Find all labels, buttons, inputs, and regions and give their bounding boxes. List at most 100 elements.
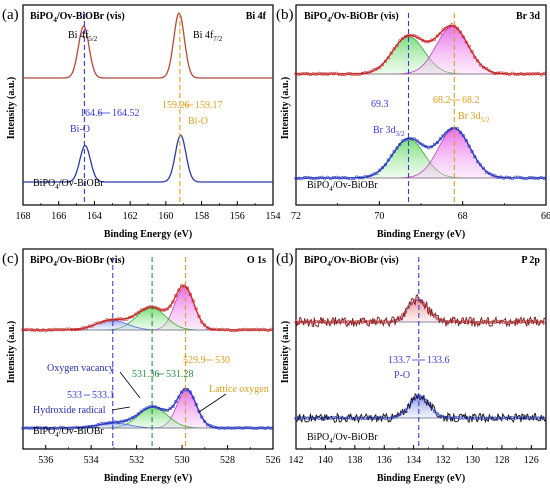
- raw-point-vis: [430, 38, 434, 42]
- panel-c-marker-533-1: 533.1: [92, 390, 115, 401]
- raw-point-ref: [386, 158, 390, 162]
- panel-a-marker-164-6: 164.6: [80, 108, 103, 119]
- raw-point-vis: [525, 320, 529, 324]
- panel-c-marker-531-36: 531.36: [132, 369, 160, 380]
- raw-point-ref: [458, 416, 463, 420]
- raw-point-ref: [317, 416, 321, 421]
- raw-point-vis: [395, 318, 399, 322]
- raw-point-ref: [444, 415, 448, 420]
- raw-point-ref: [326, 416, 330, 420]
- raw-point-ref: [401, 139, 405, 143]
- raw-point-vis: [87, 324, 91, 328]
- raw-point-vis: [355, 320, 359, 324]
- raw-point-ref: [35, 425, 40, 430]
- raw-point-vis: [90, 324, 94, 328]
- raw-point-ref: [266, 426, 270, 430]
- panel-c-frame: [22, 248, 274, 450]
- raw-point-vis: [487, 68, 491, 72]
- raw-point-ref: [81, 425, 86, 430]
- raw-point-ref: [441, 134, 445, 138]
- raw-point-ref: [412, 137, 416, 141]
- raw-point-vis: [386, 320, 390, 324]
- raw-point-ref: [496, 175, 500, 179]
- raw-point-ref: [424, 144, 428, 149]
- raw-point-vis: [76, 327, 80, 332]
- raw-point-vis: [32, 328, 37, 332]
- raw-point-vis: [349, 72, 353, 76]
- raw-point-ref: [323, 416, 327, 420]
- panel-c-oxygen-vacancy-pointer: [119, 371, 141, 399]
- raw-point-ref: [139, 409, 143, 413]
- raw-point-vis: [389, 51, 393, 55]
- raw-point-ref: [105, 421, 109, 426]
- raw-point-vis: [223, 328, 227, 332]
- panel-b-element: Br 3d: [516, 11, 540, 22]
- raw-point-vis: [392, 47, 396, 51]
- raw-point-ref: [375, 416, 379, 420]
- panel-b-xlabel: Binding Energy (eV): [377, 229, 465, 240]
- x-tick-label: 528: [220, 455, 235, 466]
- raw-point-vis: [311, 72, 315, 76]
- raw-point-ref: [99, 422, 103, 426]
- raw-point-vis: [300, 72, 304, 76]
- raw-point-vis: [113, 318, 117, 322]
- raw-point-vis: [418, 36, 422, 40]
- raw-point-ref: [481, 416, 486, 420]
- raw-point-vis: [421, 38, 425, 43]
- raw-point-vis: [383, 320, 388, 324]
- raw-point-ref: [409, 137, 414, 141]
- raw-point-ref: [415, 139, 419, 143]
- raw-point-ref: [349, 177, 353, 181]
- raw-point-vis: [444, 320, 448, 324]
- panel-c-hydroxide-pointer: [111, 406, 131, 411]
- raw-point-vis: [444, 26, 448, 30]
- raw-point-vis: [300, 320, 304, 324]
- raw-point-ref: [438, 414, 442, 418]
- raw-point-ref: [223, 426, 227, 430]
- raw-point-vis: [329, 71, 333, 75]
- raw-point-vis: [479, 321, 483, 325]
- raw-point-ref: [484, 416, 489, 420]
- raw-point-vis: [458, 320, 463, 325]
- raw-point-ref: [157, 406, 161, 410]
- panel-d: (d) BiPO4/Ov-BiOBr (vis) P 2p Intensity …: [276, 248, 547, 484]
- x-tick-label: 68: [458, 211, 468, 222]
- raw-point-ref: [122, 419, 126, 423]
- raw-point-vis: [38, 329, 42, 333]
- raw-point-vis: [294, 320, 298, 324]
- raw-point-ref: [297, 176, 301, 180]
- raw-point-ref: [107, 421, 112, 425]
- raw-point-vis: [308, 72, 313, 77]
- raw-point-ref: [530, 416, 535, 421]
- raw-point-ref: [441, 415, 445, 419]
- raw-point-ref: [206, 423, 210, 427]
- raw-point-ref: [519, 416, 523, 421]
- raw-point-ref: [435, 412, 439, 416]
- raw-point-vis: [432, 37, 437, 41]
- raw-point-ref: [395, 146, 399, 150]
- raw-point-ref: [450, 416, 454, 420]
- raw-point-ref: [363, 174, 367, 178]
- raw-point-vis: [136, 310, 140, 314]
- panel-d-ticks: 142 140 138 136 134 132 130 128 126: [289, 445, 547, 466]
- envelope-vis: [23, 12, 273, 79]
- panel-b: (b) BiPO4/Ov-BiOBr (vis) Br 3d Intensity…: [276, 4, 550, 240]
- x-tick-label: 142: [289, 455, 304, 466]
- raw-point-vis: [409, 301, 414, 306]
- raw-point-vis: [352, 72, 356, 76]
- panel-a-letter: (a): [2, 7, 19, 23]
- raw-point-ref: [432, 142, 437, 146]
- raw-point-vis: [369, 320, 373, 324]
- raw-point-vis: [438, 32, 442, 36]
- raw-point-vis: [484, 66, 489, 71]
- raw-point-vis: [383, 59, 388, 64]
- raw-point-ref: [502, 416, 506, 420]
- raw-point-ref: [392, 415, 396, 419]
- panel-b-marker-69-3: 69.3: [371, 99, 389, 110]
- panel-a-xlabel: Binding Energy (eV): [104, 229, 192, 240]
- raw-point-vis: [303, 320, 307, 325]
- raw-point-vis: [162, 308, 166, 312]
- raw-point-vis: [343, 72, 347, 77]
- raw-point-vis: [346, 71, 350, 76]
- raw-point-ref: [133, 414, 138, 418]
